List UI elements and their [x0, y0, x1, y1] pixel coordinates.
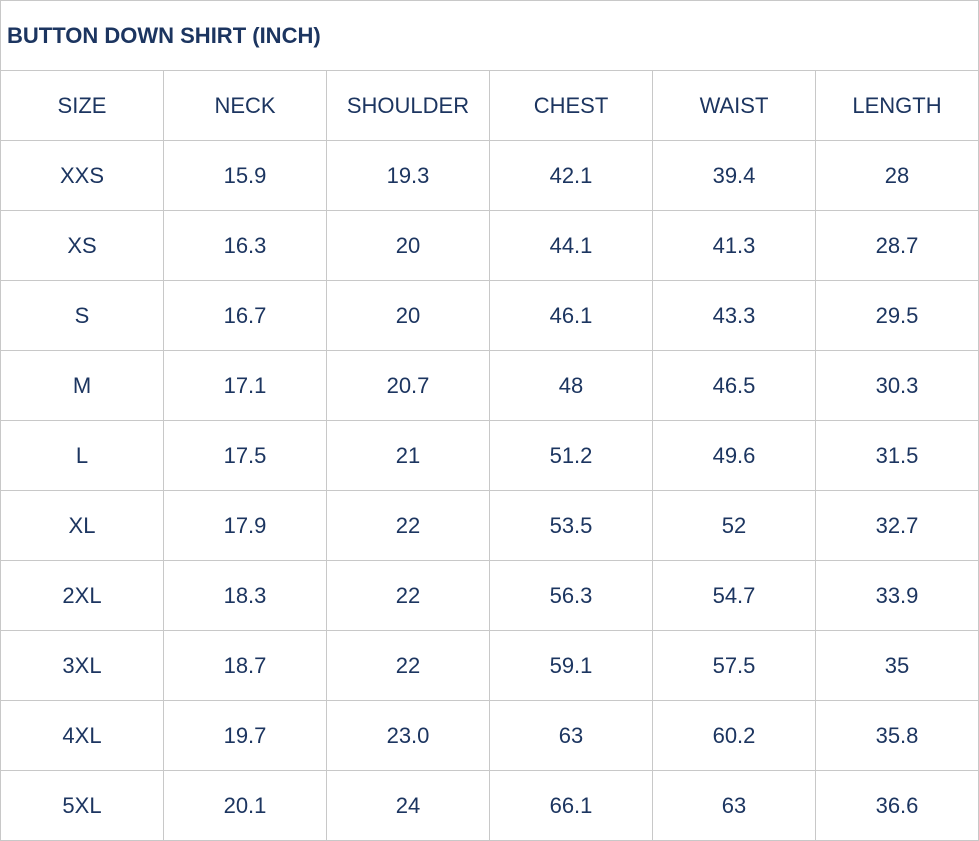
cell-neck: 16.3 — [163, 210, 327, 281]
cell-waist: 39.4 — [652, 140, 816, 211]
cell-shoulder: 20.7 — [326, 350, 490, 421]
cell-neck: 20.1 — [163, 770, 327, 841]
table-row: XXS 15.9 19.3 42.1 39.4 28 — [0, 140, 979, 211]
cell-shoulder: 20 — [326, 280, 490, 351]
table-row: XL 17.9 22 53.5 52 32.7 — [0, 490, 979, 561]
cell-size: XL — [0, 490, 164, 561]
cell-size: 5XL — [0, 770, 164, 841]
cell-shoulder: 20 — [326, 210, 490, 281]
table-row: 5XL 20.1 24 66.1 63 36.6 — [0, 770, 979, 841]
cell-neck: 17.5 — [163, 420, 327, 491]
cell-waist: 49.6 — [652, 420, 816, 491]
cell-chest: 44.1 — [489, 210, 653, 281]
cell-neck: 17.1 — [163, 350, 327, 421]
cell-chest: 59.1 — [489, 630, 653, 701]
cell-length: 31.5 — [815, 420, 979, 491]
cell-length: 28 — [815, 140, 979, 211]
cell-length: 35 — [815, 630, 979, 701]
cell-size: L — [0, 420, 164, 491]
table-row: XS 16.3 20 44.1 41.3 28.7 — [0, 210, 979, 281]
cell-size: XXS — [0, 140, 164, 211]
table-row: 4XL 19.7 23.0 63 60.2 35.8 — [0, 700, 979, 771]
cell-waist: 63 — [652, 770, 816, 841]
cell-length: 36.6 — [815, 770, 979, 841]
cell-chest: 42.1 — [489, 140, 653, 211]
cell-shoulder: 22 — [326, 490, 490, 561]
cell-neck: 17.9 — [163, 490, 327, 561]
cell-size: S — [0, 280, 164, 351]
cell-waist: 41.3 — [652, 210, 816, 281]
cell-chest: 48 — [489, 350, 653, 421]
header-row: SIZE NECK SHOULDER CHEST WAIST LENGTH — [0, 70, 979, 141]
column-header-neck: NECK — [163, 70, 327, 141]
cell-length: 30.3 — [815, 350, 979, 421]
cell-chest: 51.2 — [489, 420, 653, 491]
cell-size: 4XL — [0, 700, 164, 771]
cell-size: M — [0, 350, 164, 421]
cell-length: 35.8 — [815, 700, 979, 771]
cell-chest: 66.1 — [489, 770, 653, 841]
table-row: M 17.1 20.7 48 46.5 30.3 — [0, 350, 979, 421]
cell-chest: 46.1 — [489, 280, 653, 351]
cell-shoulder: 21 — [326, 420, 490, 491]
column-header-waist: WAIST — [652, 70, 816, 141]
cell-neck: 16.7 — [163, 280, 327, 351]
cell-chest: 56.3 — [489, 560, 653, 631]
cell-waist: 60.2 — [652, 700, 816, 771]
cell-waist: 43.3 — [652, 280, 816, 351]
cell-size: 2XL — [0, 560, 164, 631]
column-header-length: LENGTH — [815, 70, 979, 141]
cell-neck: 19.7 — [163, 700, 327, 771]
column-header-shoulder: SHOULDER — [326, 70, 490, 141]
column-header-chest: CHEST — [489, 70, 653, 141]
cell-length: 29.5 — [815, 280, 979, 351]
table-row: 2XL 18.3 22 56.3 54.7 33.9 — [0, 560, 979, 631]
cell-waist: 54.7 — [652, 560, 816, 631]
cell-neck: 18.3 — [163, 560, 327, 631]
cell-waist: 52 — [652, 490, 816, 561]
cell-shoulder: 19.3 — [326, 140, 490, 211]
table-row: L 17.5 21 51.2 49.6 31.5 — [0, 420, 979, 491]
cell-chest: 53.5 — [489, 490, 653, 561]
cell-length: 33.9 — [815, 560, 979, 631]
cell-length: 32.7 — [815, 490, 979, 561]
cell-length: 28.7 — [815, 210, 979, 281]
cell-shoulder: 22 — [326, 630, 490, 701]
cell-chest: 63 — [489, 700, 653, 771]
table-row: 3XL 18.7 22 59.1 57.5 35 — [0, 630, 979, 701]
cell-shoulder: 23.0 — [326, 700, 490, 771]
cell-size: XS — [0, 210, 164, 281]
table-row: S 16.7 20 46.1 43.3 29.5 — [0, 280, 979, 351]
cell-neck: 18.7 — [163, 630, 327, 701]
cell-size: 3XL — [0, 630, 164, 701]
table-title: BUTTON DOWN SHIRT (INCH) — [0, 0, 979, 71]
cell-waist: 57.5 — [652, 630, 816, 701]
cell-shoulder: 24 — [326, 770, 490, 841]
cell-neck: 15.9 — [163, 140, 327, 211]
cell-waist: 46.5 — [652, 350, 816, 421]
column-header-size: SIZE — [0, 70, 164, 141]
cell-shoulder: 22 — [326, 560, 490, 631]
